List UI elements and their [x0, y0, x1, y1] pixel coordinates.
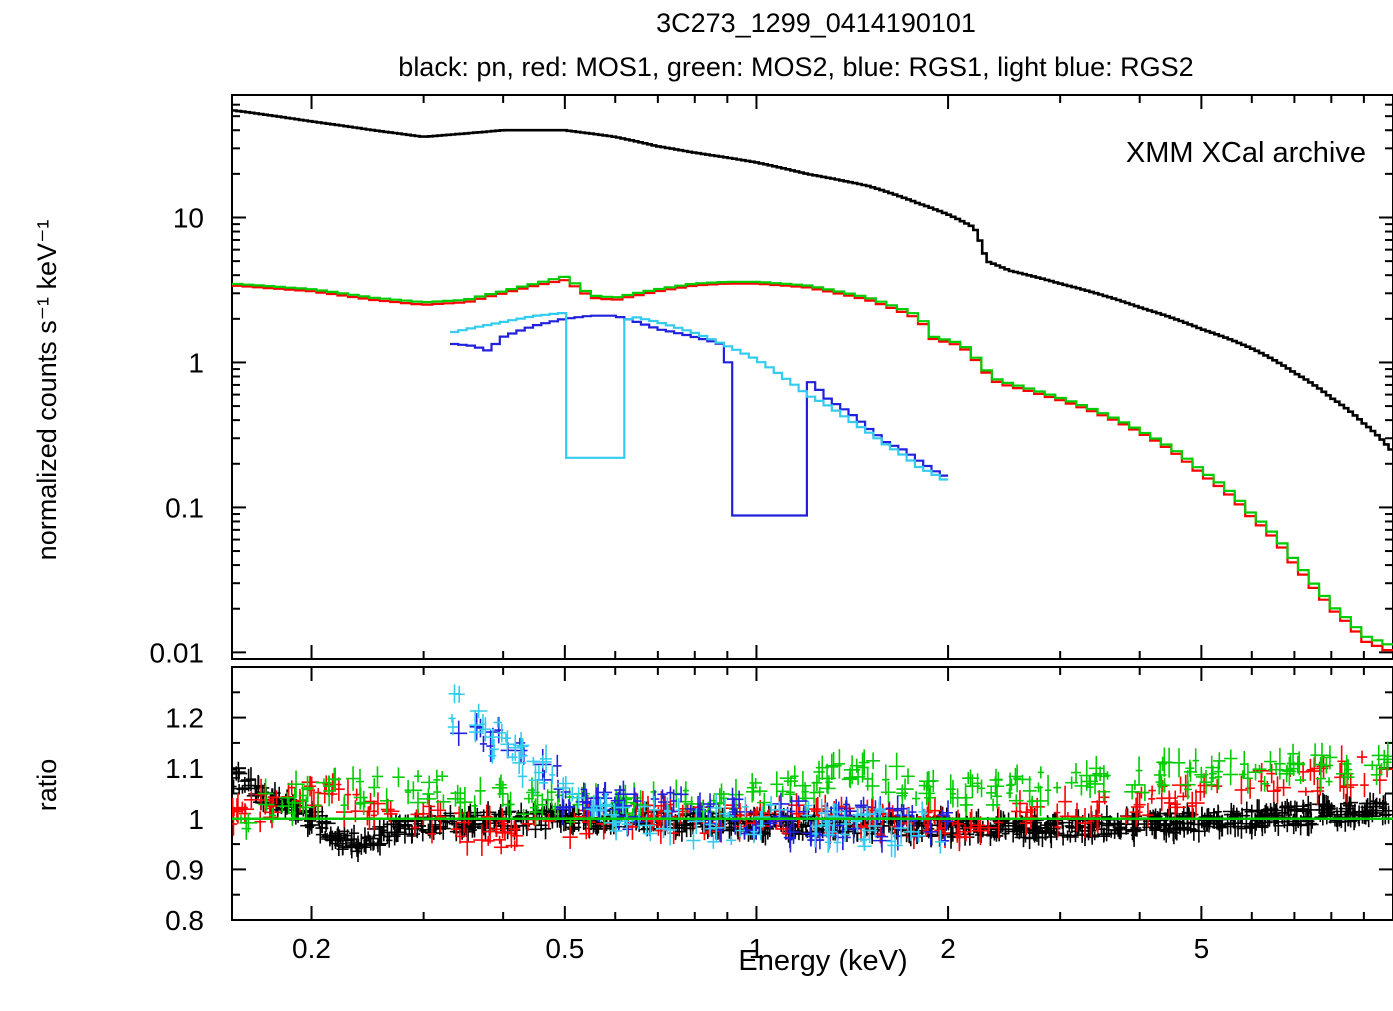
spectrum-line-rgs2 [450, 312, 949, 481]
ratio-series [232, 684, 1393, 863]
ratio-frame [231, 666, 1393, 921]
x-tick-label: 5 [1194, 933, 1210, 964]
x-tick-label: 0.2 [292, 933, 331, 964]
x-axis-label: Energy (keV) [738, 945, 907, 977]
ratio-ticks: 0.2 0.5 1 2 5 0.8 0.9 1 1.1 1.2 [165, 666, 1393, 964]
top-y-tick-label: 0.01 [150, 637, 205, 668]
top-y-tick-label: 0.1 [165, 492, 204, 523]
ratio-panel: 0.2 0.5 1 2 5 0.8 0.9 1 1.1 1.2 [165, 666, 1393, 964]
spectrum-line-rgs1 [450, 314, 949, 517]
bottom-y-tick-label: 1.2 [165, 703, 204, 734]
spectrum-frame [231, 94, 1393, 660]
chart-subtitle: black: pn, red: MOS1, green: MOS2, blue:… [398, 52, 1193, 82]
ratio-points-rgs1 [450, 713, 953, 853]
x-tick-label: 0.5 [545, 933, 584, 964]
x-tick-label: 2 [940, 933, 956, 964]
top-y-tick-label: 1 [188, 347, 204, 378]
top-y-tick-label: 10 [173, 203, 204, 234]
spectrum-ticks: 0.01 0.1 1 10 [150, 94, 1393, 668]
ratio-points-rgs2 [447, 684, 946, 858]
spectrum-line-mos2 [232, 275, 1393, 646]
chart-title: 3C273_1299_0414190101 [656, 8, 976, 38]
bottom-y-tick-label: 1 [188, 804, 204, 835]
spectrum-series [232, 109, 1393, 652]
spectrum-panel: 0.01 0.1 1 10 [150, 94, 1393, 668]
x-tick-label: 1 [749, 933, 765, 964]
archive-annotation: XMM XCal archive [1126, 137, 1366, 169]
spectrum-line-mos1 [232, 279, 1393, 652]
top-y-axis-label: normalized counts s⁻¹ keV⁻¹ [32, 220, 62, 561]
bottom-y-tick-label: 0.9 [165, 854, 204, 885]
bottom-y-axis-label: ratio [32, 759, 62, 812]
bottom-y-tick-label: 0.8 [165, 905, 204, 936]
spectrum-line-pn [232, 109, 1393, 451]
bottom-y-tick-label: 1.1 [165, 753, 204, 784]
